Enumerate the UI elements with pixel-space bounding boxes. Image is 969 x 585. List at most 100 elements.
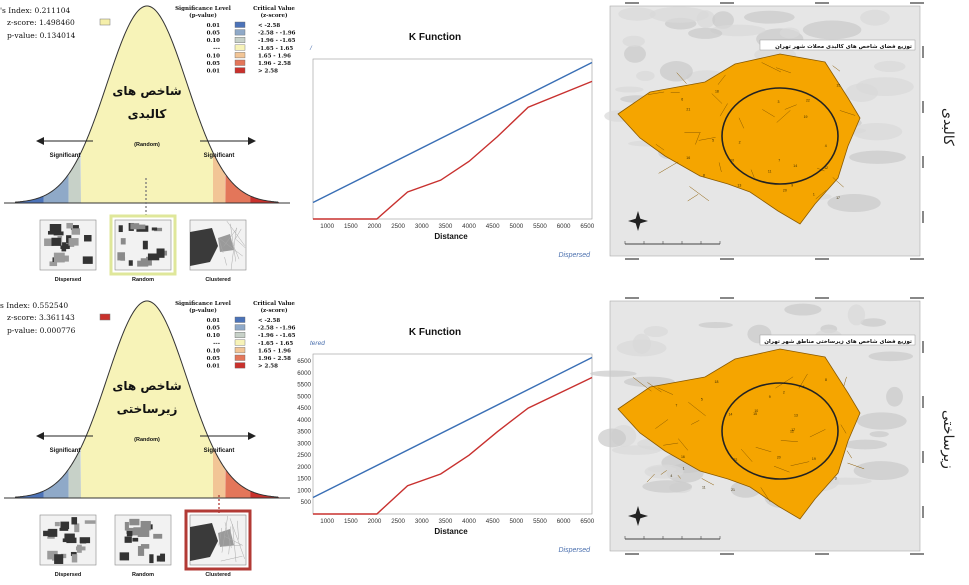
k-ytick-8: 4500: [297, 405, 311, 412]
cluster-line-6: [226, 220, 246, 246]
moran-panel: 's Index: 0.211104 z-score: 1.498460 p-val…: [0, 5, 296, 283]
k-series-1: [313, 376, 593, 515]
pattern-cell-16: [126, 531, 133, 537]
legend-swatch-4: [234, 347, 246, 354]
bell-band-4: [213, 447, 226, 498]
legend-z-1: -2.58 - -1.96: [258, 31, 296, 37]
right-significant-label: Significant: [204, 153, 235, 159]
district-number-3: 3: [835, 476, 837, 480]
k-series-0: [312, 356, 593, 499]
right-arrow-head: [248, 137, 256, 145]
k-title: K Function: [409, 327, 461, 338]
k-xtick-6: 4000: [462, 518, 476, 525]
crit-header-2: (z-score): [260, 12, 288, 19]
legend-z-4: 1.65 - 1.96: [258, 348, 291, 354]
pattern-cell-8: [151, 227, 158, 231]
district-number-19: 19: [804, 115, 808, 119]
moran-index-text: 's Index: 0.211104: [0, 6, 70, 15]
z-score-text: z-score: 1.498460: [7, 18, 75, 27]
pattern-cell-4: [71, 228, 81, 235]
cluster-line-4: [237, 520, 239, 540]
district-line-15: [677, 475, 681, 479]
terrain-9: [874, 60, 906, 73]
k-xtick-6: 4000: [462, 223, 476, 230]
district-number-14: 14: [728, 413, 732, 417]
crit-header-1: Critical Value: [253, 6, 295, 12]
map-title: توزیع فضای شاخص های زیرساختی مناطق شهر ت…: [764, 339, 912, 345]
k-xtick-4: 3000: [415, 518, 429, 525]
bell-band-6: [250, 490, 279, 498]
pattern-cell-13: [160, 553, 166, 562]
district-line-17: [840, 424, 847, 434]
k-ytick-12: 6500: [297, 358, 311, 365]
district-number-7: 7: [778, 158, 780, 162]
district-number-11: 11: [768, 169, 772, 173]
terrain-10: [847, 304, 866, 326]
terrain-35: [856, 412, 907, 430]
district-number-1: 1: [683, 466, 685, 470]
k-title: K Function: [409, 32, 461, 43]
pattern-cell-12: [120, 257, 126, 261]
pattern-cell-11: [60, 521, 70, 530]
district-number-15: 15: [753, 412, 757, 416]
cluster-line-8: [224, 536, 243, 546]
legend-swatch-4: [234, 52, 246, 59]
pattern-cell-21: [51, 237, 61, 246]
district-line-23: [717, 74, 726, 85]
pattern-cell-16: [137, 260, 149, 267]
left-arrow-head: [36, 432, 44, 440]
pattern-dispersed: Dispersed: [39, 514, 97, 578]
legend-p-3: ---: [213, 46, 220, 52]
district-line-6: [846, 450, 852, 459]
pattern-cell-9: [140, 544, 150, 549]
district-line-20: [738, 117, 745, 129]
map-right-tick-2: [922, 156, 924, 168]
pattern-cell-0: [128, 260, 133, 266]
map-bottom-tick-1: [720, 553, 734, 555]
district-number-9: 9: [769, 395, 771, 399]
district-number-2: 2: [739, 141, 741, 145]
district-line-4: [790, 461, 810, 467]
moran-index-text: s Index: 0.552540: [0, 301, 68, 310]
k-xtick-3: 2500: [391, 223, 405, 230]
terrain-39: [744, 10, 795, 24]
row-kalbadi: 's Index: 0.211104 z-score: 1.498460 p-val…: [0, 0, 969, 290]
k-xtick-2: 2000: [368, 223, 382, 230]
k-xtick-11: 6500: [580, 518, 594, 525]
map-top-tick-2: [815, 2, 829, 4]
pattern-cell-3: [70, 225, 79, 230]
pattern-cell-5: [124, 521, 129, 531]
bell-band-2: [68, 448, 81, 498]
cluster-line-2: [220, 544, 242, 547]
map-title: توزیع فضای شاخص های کالبدی محلات شهر تهر…: [775, 43, 912, 50]
terrain-22: [886, 386, 903, 407]
bell-band-3: [81, 6, 213, 204]
pattern-cell-12: [68, 238, 79, 246]
legend-swatch-2: [234, 332, 246, 338]
bell-band-0: [15, 490, 44, 498]
pattern-cell-6: [137, 528, 150, 537]
pattern-cell-20: [66, 222, 73, 229]
district-number-7: 7: [675, 404, 677, 408]
pattern-cell-20: [75, 546, 86, 551]
district-number-17: 17: [791, 428, 795, 432]
pattern-cell-2: [153, 533, 163, 539]
terrain-45: [649, 6, 709, 23]
legend-z-2: -1.96 - -1.65: [258, 38, 296, 44]
k-xtick-3: 2500: [391, 518, 405, 525]
map-bottom-tick-3: [910, 258, 924, 260]
district-number-8: 8: [825, 378, 827, 382]
terrain-31: [688, 27, 723, 39]
district-line-7: [780, 440, 798, 442]
terrain-1: [853, 461, 909, 481]
compass-cross-icon: [628, 218, 648, 224]
legend-swatch-1: [234, 324, 246, 331]
district-line-13: [719, 103, 728, 117]
bell-band-0: [15, 195, 44, 203]
pattern-cell-16: [61, 255, 69, 262]
district-line-2: [676, 72, 687, 84]
k-corner-label: Dispersed: [558, 252, 591, 259]
map-top-tick-0: [625, 297, 639, 299]
district-number-16: 16: [681, 455, 685, 459]
curve-title-line1: شاخص های: [112, 379, 181, 393]
